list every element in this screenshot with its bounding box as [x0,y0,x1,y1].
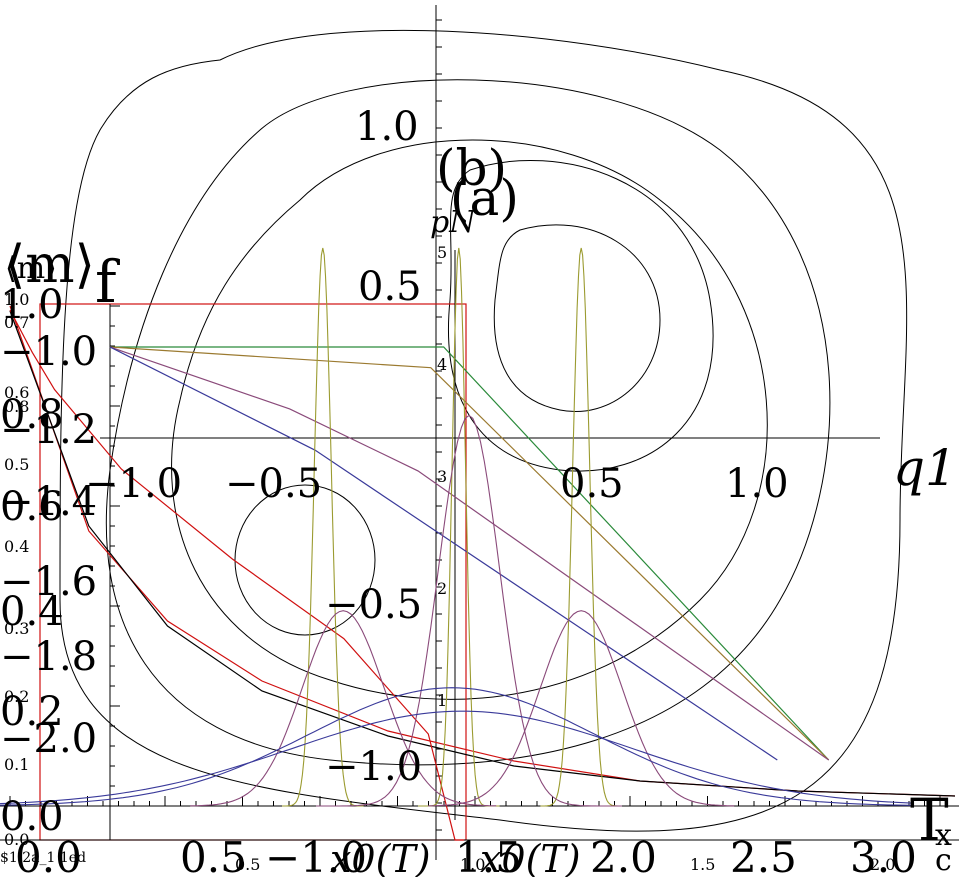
panel-b-axes [100,5,880,860]
label-x0T-a: x0(T) [330,837,431,877]
ytick-f-m1.0: −1.0 [0,329,97,375]
ytick-b-1.0: 1.0 [355,104,419,150]
ytick-f-m1.2: −1.2 [0,407,97,453]
label-m-big: ⟨m⟩ [5,235,95,295]
xtick-T-0.5: 0.5 [180,833,247,877]
pN-tick-1: 1 [437,691,447,710]
contour-4 [448,159,714,472]
ytick-f-m1.6: −1.6 [0,559,97,605]
panel-a-frame [0,250,959,841]
xtick-T-2.5: 2.5 [730,833,797,877]
bottom-small-1.0: 1.0 [460,855,485,874]
ytick-m-0.8: 0.8 [0,392,64,438]
pN-purple-peak-2 [428,610,735,807]
small-tick-0.3: 0.3 [4,619,29,638]
xtick-T-1.0: −1.0 [265,833,367,877]
ytick-m-0.4: 0.4 [0,589,64,635]
xtick-T-3.0: 3.0 [850,833,917,877]
f-series-3 [109,346,778,761]
pN-purple-peak-1 [316,414,622,807]
small-tick-0.4: 0.4 [4,537,29,556]
f-series-0 [110,346,830,761]
small-tick-0.8: 0.8 [4,397,29,416]
ytick-m-1.0: 1.0 [0,282,64,328]
small-tick-0.7: 0.7 [4,313,29,332]
xtick-b-0.5: 0.5 [560,461,624,507]
pN-tick-3: 3 [437,467,447,486]
label-pN: pN [430,205,477,240]
ytick-b-m0.5: −0.5 [325,582,422,628]
ytick-f-m1.4: −1.4 [0,479,97,525]
contour-2 [105,79,831,766]
xtick-b-m1.0: −1.0 [85,461,182,507]
f-series-2 [109,346,830,761]
xtick-b-m0.5: −0.5 [225,461,322,507]
tick-marks [9,19,941,831]
pN-tick-4: 4 [437,355,447,374]
bottom-small-0.5: 0.5 [235,855,260,874]
label-q1: q1 [893,439,957,497]
label-m-small: ⟨m⟩ [5,251,57,286]
label-x-right: x [935,818,952,853]
ytick-b-0.5: 0.5 [358,264,422,310]
small-tick-0.6: 0.6 [4,383,29,402]
ytick-f-m1.8: −1.8 [0,634,97,680]
ytick-m-0.0: 0.0 [0,794,64,840]
label-b: (b) [436,139,507,197]
small-tick-0.2: 0.2 [4,687,29,706]
pN-tick-2: 2 [437,579,447,598]
small-tick-0.1: 0.1 [4,755,29,774]
text-layer: (b) (a) q1 pN ⟨m⟩ f ⟨m⟩ 1.0 0.5 −0.5 −1.… [0,104,957,877]
contour-5 [493,224,661,412]
small-tick-0.5: 0.5 [4,455,29,474]
pN-blue-peak-1 [0,710,912,805]
label-bottom-left: $1 2a_1 1ed [0,850,86,866]
xtick-T-2.0: 2.0 [590,833,657,877]
label-T-right: T [910,786,949,854]
pN-blue-peak-0 [0,687,912,806]
small-tick-0.0: 0.0 [4,830,29,849]
pN-olive-peak-2 [540,247,622,807]
f-series-1 [109,346,830,761]
contour-outer [59,29,908,832]
label-a: (a) [450,169,519,227]
m-series-0 [9,305,956,797]
m-series-1 [9,310,956,797]
ytick-f-m2.0: −2.0 [0,716,97,762]
label-c: c [935,843,952,877]
bottom-small-1.5: 1.5 [690,855,715,874]
small-tick-1.0: 1.0 [4,290,29,309]
xtick-b-1.0: 1.0 [725,461,789,507]
ytick-b-m1.0: −1.0 [325,744,422,790]
bottom-small-2.0: 2.0 [870,855,895,874]
pN-purple-peak-0 [190,610,497,807]
contour-left-inner [234,484,376,636]
xtick-T-0.0: 0.0 [15,833,82,877]
pN-tick-5: 5 [437,243,447,262]
xtick-T-1.5: 1.5 [455,833,522,877]
series-layer [0,247,956,841]
ytick-m-0.2: 0.2 [0,689,64,735]
pN-olive-peak-0 [282,247,364,807]
label-x0T-b: x0(T) [480,837,581,877]
label-f: f [95,248,120,316]
ytick-m-0.6: 0.6 [0,484,64,530]
